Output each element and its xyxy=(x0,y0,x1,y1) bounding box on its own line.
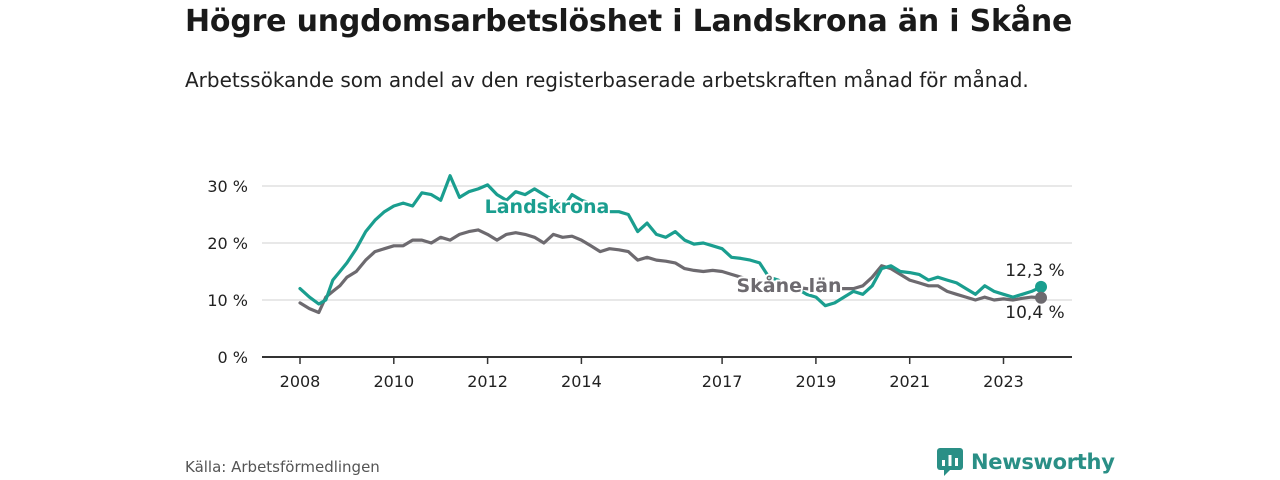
x-tick-label: 2023 xyxy=(983,372,1024,391)
y-tick-label: 20 % xyxy=(207,234,248,253)
series-labels: 12,3 % 10,4 % Landskrona Skåne län xyxy=(483,194,1065,323)
source-note: Källa: Arbetsförmedlingen xyxy=(185,458,380,476)
brand-name: Newsworthy xyxy=(971,450,1115,474)
series-lines xyxy=(298,174,1043,315)
end-marker-skane xyxy=(1035,291,1048,304)
brand-logo[interactable]: Newsworthy xyxy=(937,448,1115,476)
chart-subtitle: Arbetssökande som andel av den registerb… xyxy=(185,68,1029,92)
axes: 0 % 10 % 20 % 30 % 2008 2010 2012 2014 2017 2019 2… xyxy=(207,177,1072,391)
x-tick-label: 2021 xyxy=(889,372,930,391)
y-tick-label: 0 % xyxy=(218,348,248,367)
chart-title: Högre ungdomsarbetslöshet i Landskrona ä… xyxy=(185,4,1073,39)
end-value-label-landskrona: 12,3 % xyxy=(1005,261,1064,281)
x-tick-label: 2010 xyxy=(373,372,414,391)
y-tick-label: 30 % xyxy=(207,177,248,196)
series-line-skane xyxy=(298,228,1043,315)
y-tick-label: 10 % xyxy=(207,291,248,310)
end-value-label-skane: 10,4 % xyxy=(1005,303,1064,323)
x-tick-label: 2017 xyxy=(702,372,743,391)
x-tick-label: 2008 xyxy=(280,372,321,391)
end-marker-landskrona xyxy=(1035,280,1048,293)
newsworthy-logo-icon xyxy=(937,448,963,476)
grid-lines xyxy=(262,185,1072,301)
x-tick-label: 2012 xyxy=(467,372,508,391)
series-line-landskrona xyxy=(298,174,1043,308)
series-name-label-skane: Skåne län xyxy=(736,273,841,297)
series-name-label-landskrona: Landskrona xyxy=(485,196,610,218)
x-tick-label: 2014 xyxy=(561,372,602,391)
x-tick-label: 2019 xyxy=(796,372,837,391)
